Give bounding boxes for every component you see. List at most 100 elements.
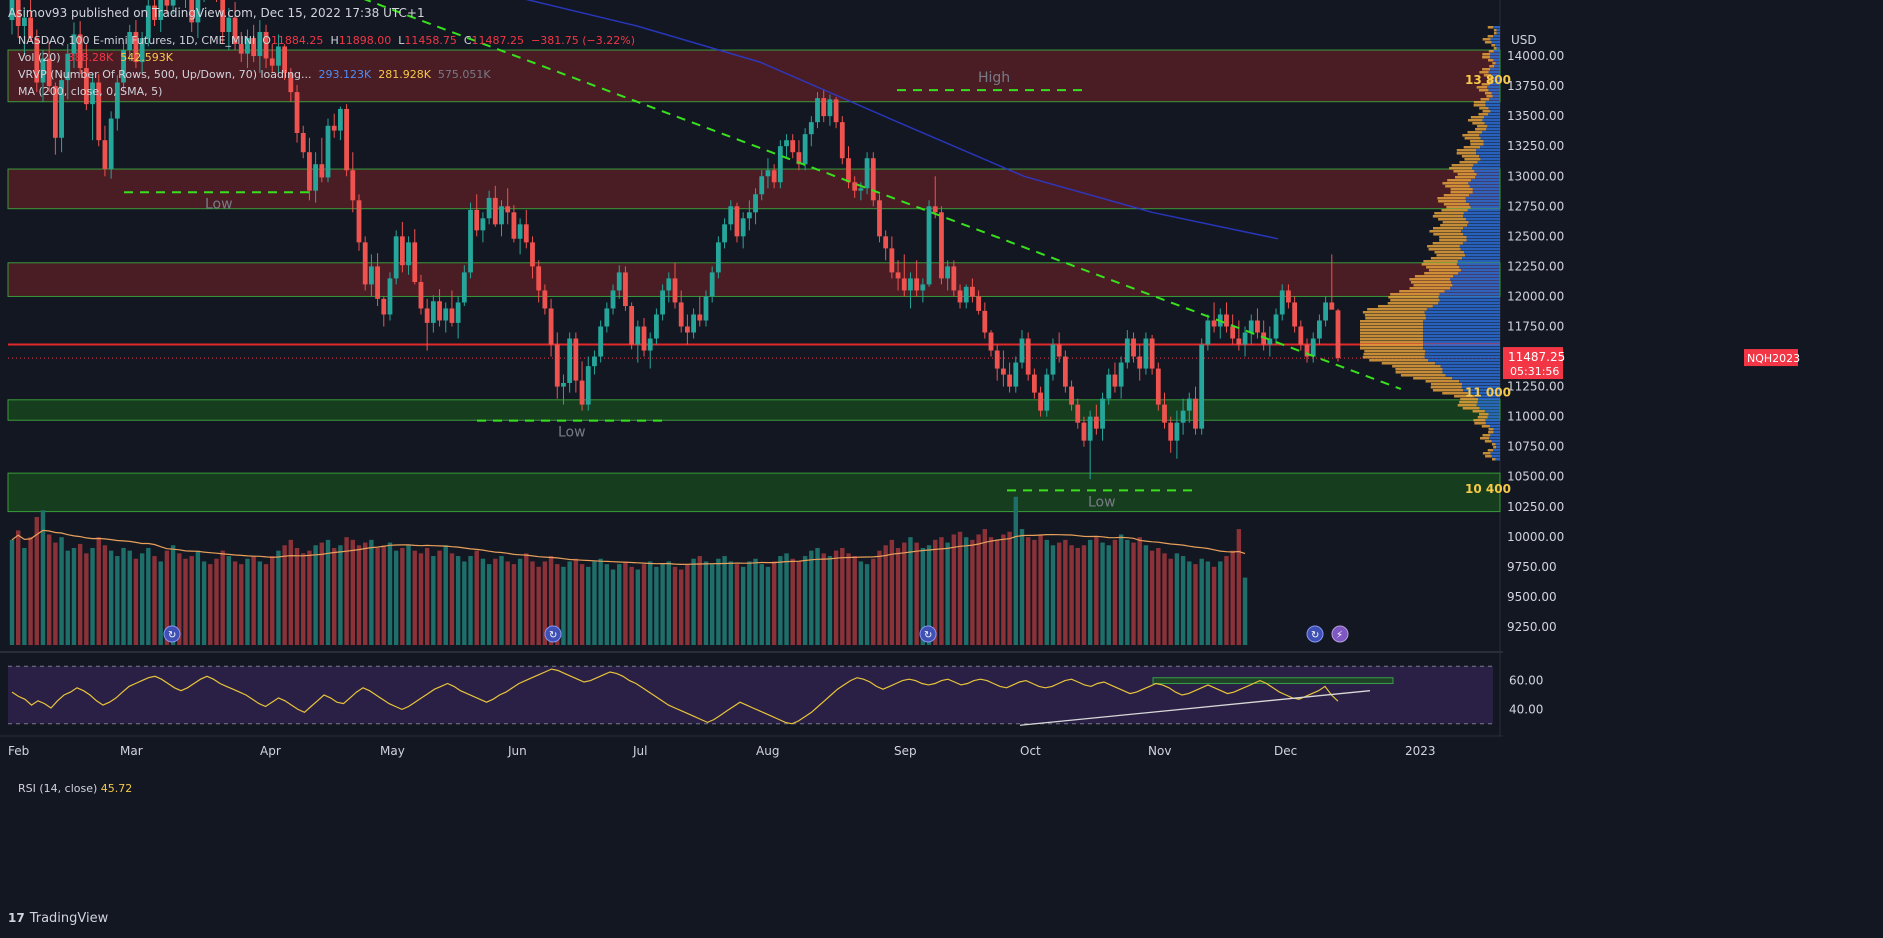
- candle-body: [548, 308, 554, 345]
- candle-body: [1236, 338, 1242, 345]
- volume-bar: [1100, 542, 1105, 645]
- volume-profile-up: [1490, 56, 1500, 59]
- volume-profile-up: [1428, 359, 1500, 362]
- volume-profile-down: [1470, 140, 1484, 143]
- candle-body: [313, 164, 319, 191]
- candle-body: [1131, 338, 1136, 357]
- volume-profile-down: [1433, 233, 1464, 236]
- volume-profile-down: [1481, 425, 1490, 428]
- volume-profile-up: [1468, 221, 1500, 224]
- volume-profile-down: [1491, 44, 1496, 47]
- volume-profile-down: [1360, 326, 1423, 329]
- legend-price-row[interactable]: NASDAQ 100 E-mini Futures, 1D, CME_MINI …: [18, 34, 635, 47]
- volume-profile-down: [1479, 71, 1489, 74]
- volume-profile-down: [1493, 29, 1497, 32]
- candle-body: [908, 278, 913, 291]
- volume-bar: [1156, 547, 1161, 645]
- volume-profile-up: [1491, 440, 1500, 443]
- volume-bar: [362, 542, 368, 645]
- candle-body: [1038, 392, 1043, 411]
- volume-bar: [951, 534, 957, 645]
- volume-bar: [555, 564, 560, 645]
- last-price-tag: [1503, 347, 1563, 380]
- candle-body: [1118, 362, 1124, 387]
- legend-volume-row[interactable]: Vol (20) 388.28K 542.593K: [18, 51, 173, 64]
- price-tick-label: 11250.00: [1507, 380, 1564, 394]
- price-axis-unit: USD: [1511, 33, 1537, 47]
- volume-bar: [15, 530, 21, 645]
- volume-profile-up: [1490, 452, 1500, 455]
- volume-bar: [480, 558, 486, 645]
- volume-bar: [759, 564, 764, 645]
- volume-profile-up: [1444, 290, 1500, 293]
- date-tick-label: Jun: [507, 744, 527, 758]
- volume-profile-up: [1463, 251, 1500, 254]
- volume-profile-down: [1456, 149, 1477, 152]
- volume-profile-up: [1479, 155, 1500, 158]
- candle-body: [480, 218, 486, 231]
- volume-bar: [1001, 534, 1006, 645]
- candle-body: [647, 338, 653, 351]
- candle-body: [870, 158, 876, 201]
- volume-bar: [294, 547, 300, 645]
- volume-bar: [270, 556, 275, 645]
- volume-bar: [722, 556, 727, 645]
- volume-bar: [34, 516, 39, 645]
- volume-profile-up: [1487, 86, 1500, 89]
- volume-bar: [1218, 561, 1223, 645]
- candle-body: [932, 206, 938, 213]
- volume-bar: [1187, 561, 1192, 645]
- volume-bar: [586, 566, 591, 645]
- low-value: 11458.75: [404, 34, 457, 47]
- volume-bar: [1094, 537, 1099, 645]
- volume-bar: [499, 556, 504, 645]
- price-tick-label: 12750.00: [1507, 199, 1564, 213]
- volume-profile-down: [1447, 179, 1471, 182]
- date-tick-label: Apr: [260, 744, 281, 758]
- publisher-name[interactable]: Asimov93: [8, 6, 68, 20]
- volume-bar: [208, 564, 213, 645]
- volume-profile-down: [1464, 137, 1481, 140]
- volume-profile-down: [1462, 134, 1480, 137]
- downtrend-line: [363, 0, 1402, 390]
- volume-bar: [375, 547, 380, 645]
- dividend-icon: [544, 625, 562, 643]
- indicator-legend: NASDAQ 100 E-mini Futures, 1D, CME_MINI …: [18, 32, 635, 100]
- volume-profile-up: [1465, 197, 1500, 200]
- volume-bar: [1137, 537, 1142, 645]
- volume-bar: [747, 561, 752, 645]
- volume-bar: [821, 553, 826, 645]
- volume-bar: [666, 561, 672, 645]
- volume-bar: [356, 545, 362, 645]
- candle-body: [939, 212, 944, 279]
- date-tick-label: Oct: [1020, 744, 1041, 758]
- rsi-value: 45.72: [100, 782, 133, 795]
- legend-vrvp-row[interactable]: VRVP (Number Of Rows, 500, Up/Down, 70) …: [18, 68, 491, 81]
- volume-bar: [505, 561, 510, 645]
- volume-bar: [263, 564, 269, 645]
- volume-profile-up: [1480, 137, 1500, 140]
- volume-profile-down: [1399, 290, 1445, 293]
- volume-profile-up: [1463, 212, 1500, 215]
- candle-body: [331, 125, 337, 131]
- legend-ma-row[interactable]: MA (200, close, 0, SMA, 5): [18, 85, 163, 98]
- candle-body: [139, 38, 145, 63]
- volume-bar: [840, 547, 845, 645]
- volume-bar: [164, 550, 170, 645]
- candle-body: [468, 209, 473, 273]
- vrvp-up-value: 293.123K: [318, 68, 372, 81]
- volume-profile-up: [1450, 278, 1500, 281]
- candle-body: [635, 326, 641, 345]
- volume-profile-down: [1360, 323, 1423, 326]
- candle-body: [901, 278, 907, 291]
- candle-body: [1013, 362, 1019, 387]
- volume-profile-up: [1468, 392, 1500, 395]
- volume-profile-down: [1479, 413, 1489, 416]
- tradingview-brand[interactable]: 17 TradingView: [8, 911, 108, 926]
- rsi-legend[interactable]: RSI (14, close) 45.72: [18, 782, 133, 795]
- candle-body: [821, 98, 827, 117]
- price-tick-label: 13000.00: [1507, 169, 1564, 183]
- volume-profile-up: [1490, 110, 1500, 113]
- candle-body: [790, 140, 796, 153]
